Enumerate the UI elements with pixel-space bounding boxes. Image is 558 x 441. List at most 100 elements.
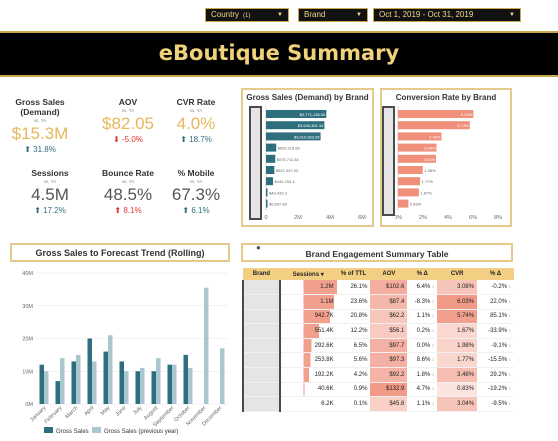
table-row[interactable]: 253.8K 5.6% $97.3 8.6% ↕ 1.77% -15.5% ↕ [242,352,514,369]
x-tick-label: 0% [395,215,402,221]
kpi-change: ⬆ 18.7% [180,135,212,144]
aov-delta-cell: 6.4% ↕ [407,280,438,296]
bar [183,354,188,404]
table-row[interactable]: 942.7K 20.8% $62.2 1.1% ↕ 5.74% 85.1% ↕ [242,309,514,325]
bar [172,364,177,404]
col-header-cvr-delta[interactable]: % Δ [477,268,514,280]
brand-filter[interactable]: Brand ▼ [298,8,368,22]
trend-arrow-icon: ↕ [507,284,511,291]
page-title: eBoutique Summary [158,41,400,65]
col-header-sessions[interactable]: Sessions ▾ [279,268,337,280]
pct-ttl-cell: 6.5% [336,338,371,354]
bar-value-label: $578,711.84 [277,157,300,162]
drag-handle-icon[interactable]: ● [256,243,261,252]
trend-arrow-icon: ↕ [430,371,435,378]
pct-ttl-cell-value: 20.8% [350,313,368,320]
gross-sales-by-brand-title: Gross Sales (Demand) by Brand [246,93,369,102]
kpi-label: AOV [118,97,138,107]
table-row[interactable]: 192.2K 4.2% $92.2 1.8% ↕ 3.48% 29.2% ↕ [242,367,514,383]
kpi-sub: vs. YA [121,179,135,184]
legend-label: Gross Sales (previous year) [104,429,178,435]
bar-value-label: $440,753.4 [275,179,296,184]
aov-cell: $97.3 [370,352,408,369]
aov-cell-value: $56.1 [389,328,405,335]
country-filter[interactable]: Country (1) ▼ [205,8,289,22]
pct-ttl-cell: 20.8% [336,309,371,325]
kpi-sessions: Sessions vs. YA 4.5M ⬆ 17.2% [10,168,90,215]
table-row[interactable]: 1.2M 26.1% $102.6 6.4% ↕ 3.08% -0.2% ↕ [242,280,514,296]
pct-ttl-cell: 26.1% [336,280,371,296]
date-range-filter[interactable]: Oct 1, 2019 - Oct 31, 2019 ▼ [373,8,521,22]
bar [156,358,161,404]
cvr-cell-value: 1.67% [457,328,475,335]
y-tick-label: 0M [25,402,33,408]
sessions-cell: 253.8K [279,352,337,369]
col-header-cvr[interactable]: CVR [437,268,478,280]
chevron-down-icon: ▼ [356,12,362,18]
aov-cell: $102.6 [370,280,408,296]
trend-arrow-icon: ↕ [507,298,511,305]
conversion-rate-by-brand-title: Conversion Rate by Brand [395,93,497,102]
brand-filter-label: Brand [304,10,326,19]
kpi-change: ⬆ 6.1% [182,206,210,215]
kpi-gross-sales: Gross Sales (Demand) vs. YA $15.3M ⬆ 31.… [0,97,80,154]
brand-cell [242,338,281,354]
bar [266,143,277,152]
table-row[interactable]: 292.6K 6.5% $97.7 0.0% ↕ 1.98% -9.1% ↕ [242,338,514,354]
kpi-value: $15.3M [11,124,69,143]
table-row[interactable]: 40.6K 0.9% $132.9 4.7% ↕ 0.83% -19.2% ↕ [242,382,514,398]
bar [87,338,92,404]
col-header-pct-ttl[interactable]: % of TTL [336,268,371,280]
sessions-cell-value: 6.2K [321,401,334,408]
y-tick-label: 20M [22,337,33,343]
x-tick-label: March [64,405,79,420]
bar [151,371,156,404]
col-header-brand[interactable]: Brand [243,268,280,280]
table-row[interactable]: 1.1M 23.6% $87.4 -8.3% ↕ 6.03% 22.0% ↕ [242,294,514,310]
brand-cell [242,352,281,369]
trend-arrow-icon: ↕ [430,328,435,335]
cvr-cell: 1.98% [437,338,478,354]
cvr-delta-cell-value: -9.1% [491,342,508,349]
bar-value-label: 0.83% [410,202,422,207]
table-row[interactable]: 6.2K 0.1% $45.8 1.1% ↕ 3.04% -9.5% ↕ [242,396,514,412]
x-tick-label: April [83,405,95,417]
kpi-value: 4.5M [31,185,69,204]
kpi-sub: vs. YA [189,179,203,184]
trend-arrow-icon: ↕ [430,386,435,393]
kpi-value: 4.0% [176,114,216,133]
trend-title: Gross Sales to Forecast Trend (Rolling) [35,248,205,258]
brand-engagement-table: Brand Sessions ▾ % of TTL AOV % Δ CVR % … [242,268,514,412]
bar [204,287,209,404]
bar [103,351,108,404]
sessions-cell-value: 1.1M [320,298,334,305]
trend-arrow-icon: ↕ [430,342,435,349]
cvr-cell-value: 1.98% [457,342,475,349]
sessions-cell: 1.1M [279,294,337,310]
kpi-cvr-rate: CVR Rate vs. YA 4.0% ⬆ 18.7% [156,97,236,144]
aov-cell: $56.1 [370,323,408,339]
bar-value-label: 3.48% [429,134,441,139]
pct-ttl-cell-value: 0.9% [353,386,368,393]
kpi-sub: vs. YA [121,108,135,113]
aov-delta-cell: 8.6% ↕ [407,352,438,369]
bar [39,364,44,404]
top-filter-bar: Country (1) ▼ Brand ▼ Oct 1, 2019 - Oct 3… [0,0,558,26]
cvr-delta-cell: -15.5% ↕ [477,352,514,369]
cvr-cell: 0.83% [437,382,478,398]
table-row[interactable]: 551.4K 12.2% $56.1 0.2% ↕ 1.67% -33.9% ↕ [242,323,514,339]
cvr-delta-cell-value: -15.5% [488,357,508,364]
cvr-cell-value: 3.48% [457,371,475,378]
bar [266,188,268,197]
aov-delta-cell: 1.1% ↕ [407,309,438,325]
col-header-aov[interactable]: AOV [370,268,408,280]
cvr-delta-cell: 85.1% ↕ [477,309,514,325]
kpi-change: ⬆ 8.1% [114,206,142,215]
bar [140,367,145,404]
col-header-aov-delta[interactable]: % Δ [407,268,438,280]
aov-delta-cell-value: 8.6% [416,357,431,364]
y-tick-label: 30M [22,304,33,310]
trend-arrow-icon: ↕ [430,313,435,320]
cvr-delta-cell-value: -33.9% [488,328,508,335]
legend-label: Gross Sales [56,429,89,435]
